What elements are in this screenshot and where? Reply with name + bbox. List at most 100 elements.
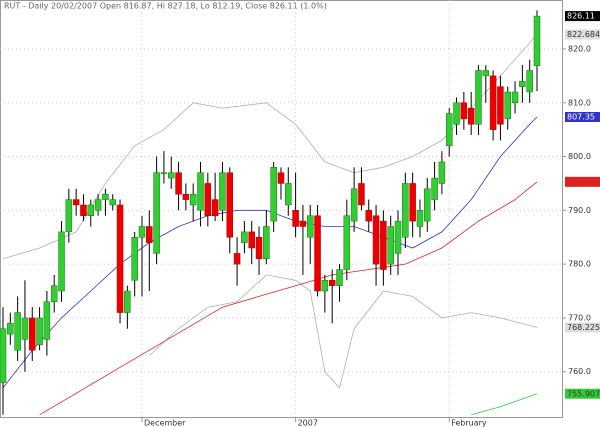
candle-body: [409, 183, 416, 222]
value-box-label: 822.684: [567, 30, 600, 39]
candle-body: [380, 220, 387, 270]
candle-body: [277, 172, 285, 184]
candle-body: [306, 215, 314, 238]
candle-body: [182, 193, 190, 200]
value-box-label: 826.11: [567, 12, 595, 21]
candle-body: [248, 231, 255, 249]
candle-body: [394, 220, 402, 254]
candle-body: [467, 107, 475, 125]
candle-body: [270, 167, 277, 222]
candle-body: [328, 280, 336, 286]
candle-body: [460, 102, 468, 120]
candle-body: [365, 210, 373, 222]
candle-body: [424, 188, 431, 222]
candle-body: [72, 199, 80, 206]
candle-body: [226, 172, 234, 238]
candle-body: [124, 290, 131, 313]
candle-body: [431, 177, 438, 200]
candle-body: [102, 193, 109, 200]
indicator-line: [149, 274, 538, 389]
candle-body: [358, 183, 365, 206]
candle-body: [475, 70, 482, 125]
candle-body: [94, 199, 102, 211]
candle-body: [263, 226, 270, 260]
candle-body: [7, 323, 14, 335]
candle-body: [116, 204, 124, 313]
indicator-line: [2, 116, 538, 389]
candle-body: [29, 317, 36, 351]
candle-body: [519, 80, 526, 87]
candle-body: [292, 210, 299, 227]
candle-body: [511, 91, 519, 104]
candle-body: [80, 204, 87, 216]
candle-body: [343, 215, 351, 270]
candle-body: [204, 183, 212, 216]
candle-body: [314, 215, 321, 292]
candle-body: [43, 301, 51, 340]
value-box: [565, 112, 600, 123]
y-tick-label: 810.0: [568, 98, 591, 107]
candle-body: [138, 226, 146, 238]
value-box-label: 807.35: [567, 113, 595, 122]
candle-body: [438, 161, 446, 184]
candle-body: [167, 172, 175, 179]
plot-frame: [0, 0, 563, 418]
candle-body: [175, 172, 182, 195]
candle-body: [233, 253, 241, 265]
candle-body: [482, 70, 490, 77]
candle-body: [489, 75, 497, 130]
candle-body: [153, 172, 160, 254]
candle-body: [14, 312, 21, 351]
y-tick-label: 760.0: [568, 367, 591, 376]
candle-body: [160, 172, 168, 174]
candle-body: [87, 204, 95, 216]
value-box-label: 755.907: [567, 389, 600, 398]
candle-body: [189, 193, 197, 206]
value-box: [565, 176, 600, 187]
candle-body: [36, 317, 43, 346]
candle-body: [387, 226, 394, 265]
y-tick-label: 820.0: [568, 44, 591, 53]
indicator-line: [39, 181, 538, 416]
y-tick-label: 780.0: [568, 260, 591, 269]
candle-body: [533, 15, 541, 67]
candle-body: [255, 236, 263, 260]
candle-body: [526, 70, 533, 93]
candle-body: [146, 226, 153, 243]
candle-body: [497, 86, 504, 125]
candle-body: [453, 102, 460, 125]
value-box: [565, 29, 600, 40]
candle-body: [0, 328, 7, 383]
value-box: [565, 322, 600, 333]
x-tick-label: December: [144, 419, 186, 427]
candle-body: [402, 183, 409, 238]
value-box: [565, 388, 600, 399]
candle-body: [372, 215, 380, 265]
candle-body: [299, 220, 307, 227]
x-tick-label: February: [451, 419, 487, 427]
value-box: [565, 11, 600, 22]
candle-body: [416, 210, 424, 227]
candle-body: [58, 231, 65, 292]
candle-body: [131, 236, 138, 281]
candle-body: [65, 199, 73, 233]
indicator-line: [471, 393, 538, 416]
y-tick-label: 790.0: [568, 206, 591, 215]
candle-body: [336, 269, 343, 286]
x-tick-label: 2007: [298, 419, 318, 427]
candle-body: [219, 172, 226, 211]
y-tick-label: 800.0: [568, 152, 591, 161]
candle-body: [197, 172, 204, 211]
candle-body: [350, 188, 358, 222]
candle-body: [109, 199, 116, 206]
chart-title: RUT - Daily 20/02/2007 Open 816.87, Hi 8…: [4, 2, 327, 11]
candle-body: [504, 91, 511, 120]
candle-body: [445, 113, 453, 147]
value-box-label: 768.225: [567, 323, 600, 332]
y-tick-label: 770.0: [568, 313, 591, 322]
candle-body: [21, 317, 29, 340]
candle-body: [285, 183, 292, 206]
candle-body: [211, 199, 219, 216]
candle-body: [50, 285, 58, 303]
